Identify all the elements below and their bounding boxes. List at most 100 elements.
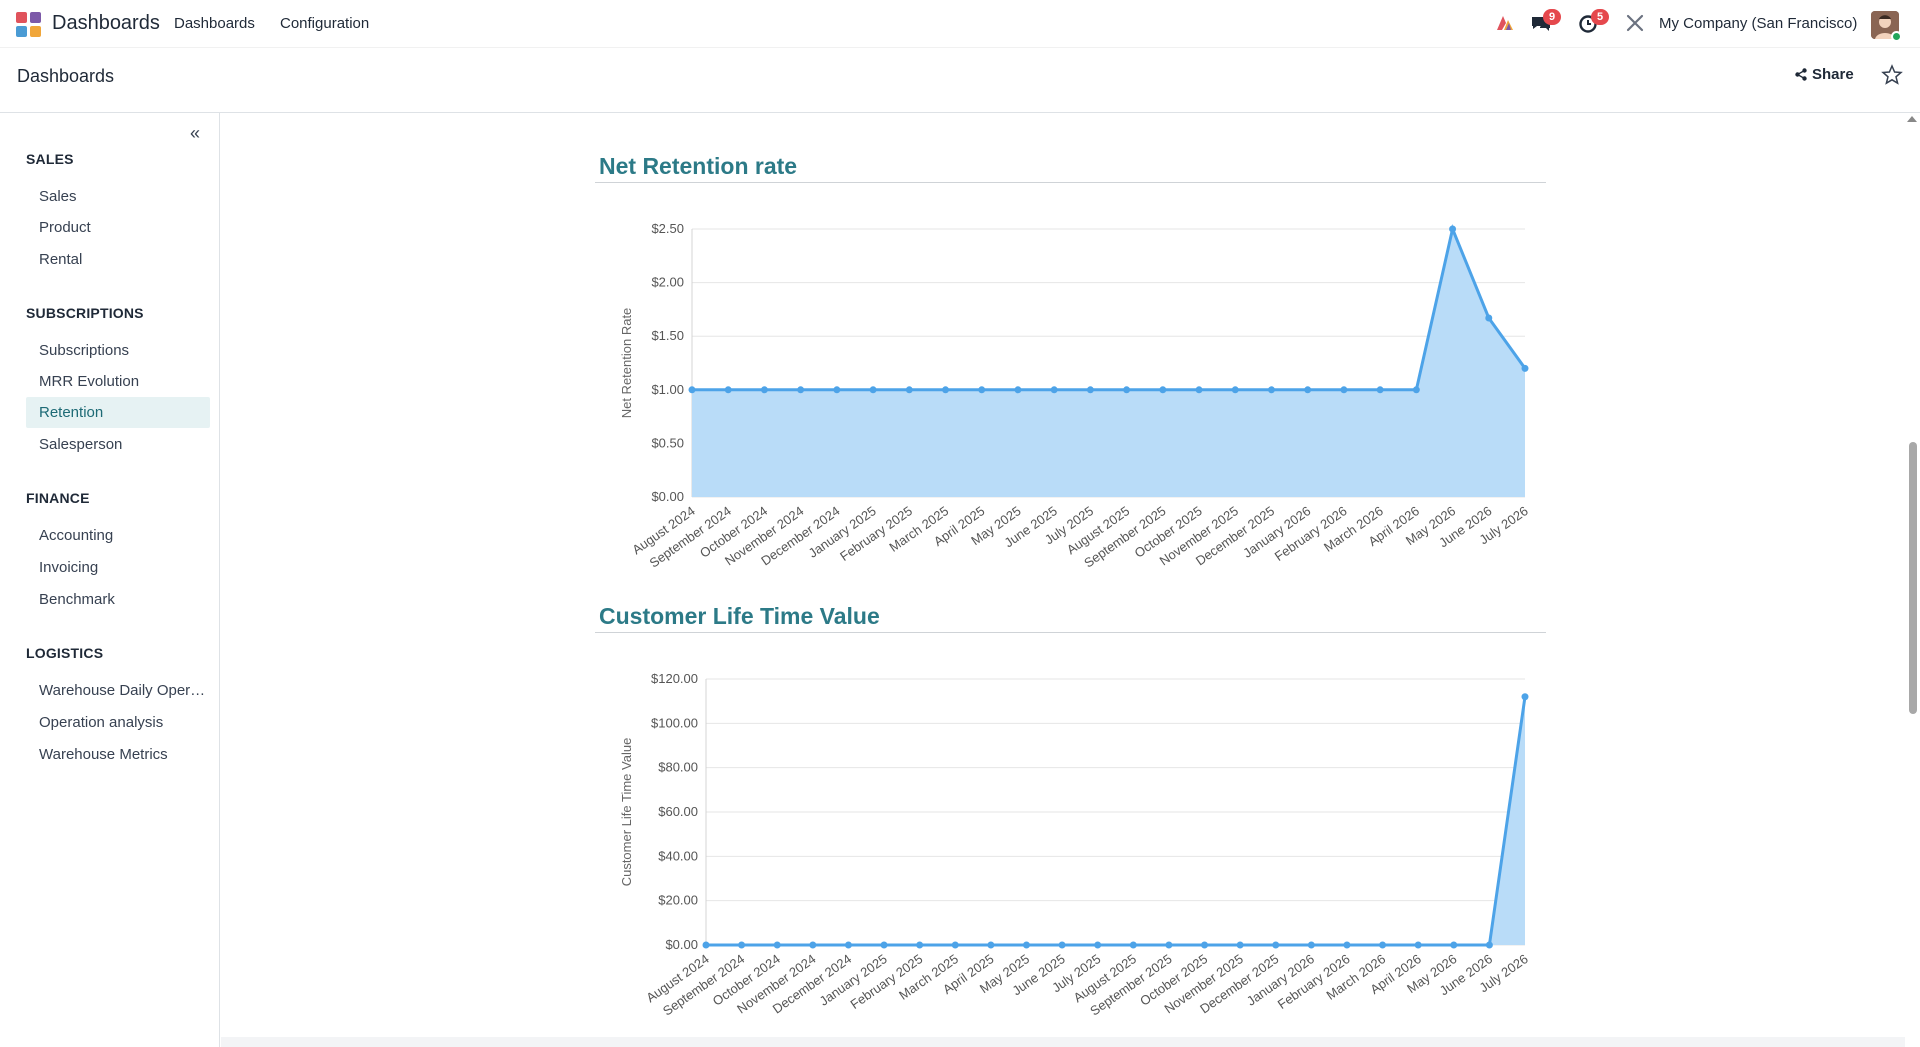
section-title-logistics: LOGISTICS (26, 645, 104, 661)
debug-tools-icon[interactable] (1624, 12, 1646, 34)
y-tick-label: $60.00 (658, 804, 698, 819)
series-area (706, 696, 1525, 945)
y-tick-label: $1.50 (651, 328, 684, 343)
collapse-sidebar-icon[interactable]: « (190, 123, 201, 143)
y-tick-label: $1.00 (651, 382, 684, 397)
sidebar-item-operation-analysis[interactable]: Operation analysis (39, 714, 164, 731)
data-point[interactable] (905, 386, 913, 394)
sidebar-item-accounting[interactable]: Accounting (39, 527, 114, 544)
app-name[interactable]: Dashboards (52, 12, 160, 34)
data-point[interactable] (1272, 941, 1280, 949)
data-point[interactable] (978, 386, 986, 394)
data-point[interactable] (1123, 386, 1131, 394)
sidebar-item-salesperson[interactable]: Salesperson (39, 436, 123, 453)
data-point[interactable] (987, 941, 995, 949)
sidebar-item-sales[interactable]: Sales (39, 188, 77, 205)
activities-badge: 5 (1591, 9, 1609, 25)
data-point[interactable] (1022, 941, 1030, 949)
data-point[interactable] (1307, 941, 1315, 949)
data-point[interactable] (942, 386, 950, 394)
share-icon (1795, 68, 1807, 81)
data-point[interactable] (1485, 941, 1493, 949)
data-point[interactable] (1304, 386, 1312, 394)
data-point[interactable] (1231, 386, 1239, 394)
data-point[interactable] (702, 941, 710, 949)
data-point[interactable] (1521, 364, 1529, 372)
data-point[interactable] (760, 386, 768, 394)
sidebar-item-warehouse-metrics[interactable]: Warehouse Metrics (39, 746, 168, 763)
menu-configuration[interactable]: Configuration (280, 15, 370, 32)
data-point[interactable] (1414, 941, 1422, 949)
data-point[interactable] (880, 941, 888, 949)
activities-icon[interactable]: 5 (1578, 9, 1609, 34)
sidebar-item-retention[interactable]: Retention (26, 397, 210, 428)
menu-dashboards[interactable]: Dashboards (174, 15, 255, 32)
data-point[interactable] (869, 386, 877, 394)
data-point[interactable] (916, 941, 924, 949)
scroll-up-arrow-icon[interactable] (1907, 116, 1917, 122)
sidebar-item-warehouse-daily-operations[interactable]: Warehouse Daily Operations (39, 682, 210, 699)
sidebar-item-benchmark[interactable]: Benchmark (39, 591, 115, 608)
data-point[interactable] (688, 386, 696, 394)
data-point[interactable] (1094, 941, 1102, 949)
sidebar-item-subscriptions[interactable]: Subscriptions (39, 342, 130, 359)
apps-menu-icon[interactable] (16, 12, 42, 38)
favorite-star-icon[interactable] (1881, 64, 1903, 86)
data-point[interactable] (809, 941, 817, 949)
data-point[interactable] (1058, 941, 1066, 949)
series-line (706, 696, 1527, 947)
sidebar-item-invoicing[interactable]: Invoicing (39, 559, 99, 576)
user-avatar[interactable] (1871, 11, 1902, 42)
data-point[interactable] (951, 941, 959, 949)
data-point[interactable] (1159, 386, 1167, 394)
y-tick-label: $0.00 (651, 489, 684, 504)
data-point[interactable] (1340, 386, 1348, 394)
data-point[interactable] (1412, 386, 1420, 394)
data-point[interactable] (833, 386, 841, 394)
horizontal-scrollbar[interactable] (221, 1037, 1905, 1047)
data-point[interactable] (1449, 225, 1457, 233)
data-point[interactable] (1201, 941, 1209, 949)
scrollbar-thumb[interactable] (1909, 442, 1917, 714)
data-point[interactable] (1050, 386, 1058, 394)
title-divider (595, 182, 1546, 183)
data-point[interactable] (1086, 386, 1094, 394)
y-axis-label: Net Retention Rate (619, 308, 634, 419)
y-tick-label: $20.00 (658, 893, 698, 908)
data-point[interactable] (1450, 941, 1458, 949)
chart-title-customer-ltv: Customer Life Time Value (599, 603, 880, 629)
chart-title-net-retention: Net Retention rate (599, 153, 798, 179)
data-point[interactable] (1129, 941, 1137, 949)
data-point[interactable] (773, 941, 781, 949)
data-point[interactable] (1165, 941, 1173, 949)
y-tick-label: $2.50 (651, 221, 684, 236)
sidebar-item-mrr-evolution[interactable]: MRR Evolution (39, 373, 140, 390)
data-point[interactable] (797, 386, 805, 394)
sidebar-item-rental[interactable]: Rental (39, 251, 83, 268)
company-switcher[interactable]: My Company (San Francisco) (1659, 15, 1858, 32)
share-button[interactable]: Share (1795, 66, 1854, 83)
sidebar-item-product[interactable]: Product (39, 219, 91, 236)
data-point[interactable] (844, 941, 852, 949)
data-point[interactable] (1379, 941, 1387, 949)
data-point[interactable] (1236, 941, 1244, 949)
data-point[interactable] (1485, 314, 1493, 322)
section-title-sales: SALES (26, 151, 74, 167)
data-point[interactable] (1195, 386, 1203, 394)
data-point[interactable] (1267, 386, 1275, 394)
ai-assistant-icon[interactable] (1494, 12, 1516, 34)
y-tick-label: $0.50 (651, 435, 684, 450)
top-navbar: Dashboards Dashboards Configuration 9 5 … (0, 0, 1920, 48)
data-point[interactable] (1014, 386, 1022, 394)
breadcrumb: Dashboards (17, 66, 115, 86)
data-point[interactable] (724, 386, 732, 394)
customer-ltv-chart: $0.00 $20.00 $40.00 $60.00 $80.00 $100.00 $120… (619, 671, 1531, 1019)
data-point[interactable] (1376, 386, 1384, 394)
series-line (692, 224, 1527, 392)
data-point[interactable] (738, 941, 746, 949)
share-label: Share (1812, 66, 1854, 83)
control-panel: Dashboards Share (0, 48, 1920, 113)
messages-icon[interactable]: 9 (1530, 9, 1561, 34)
data-point[interactable] (1521, 693, 1529, 701)
data-point[interactable] (1343, 941, 1351, 949)
